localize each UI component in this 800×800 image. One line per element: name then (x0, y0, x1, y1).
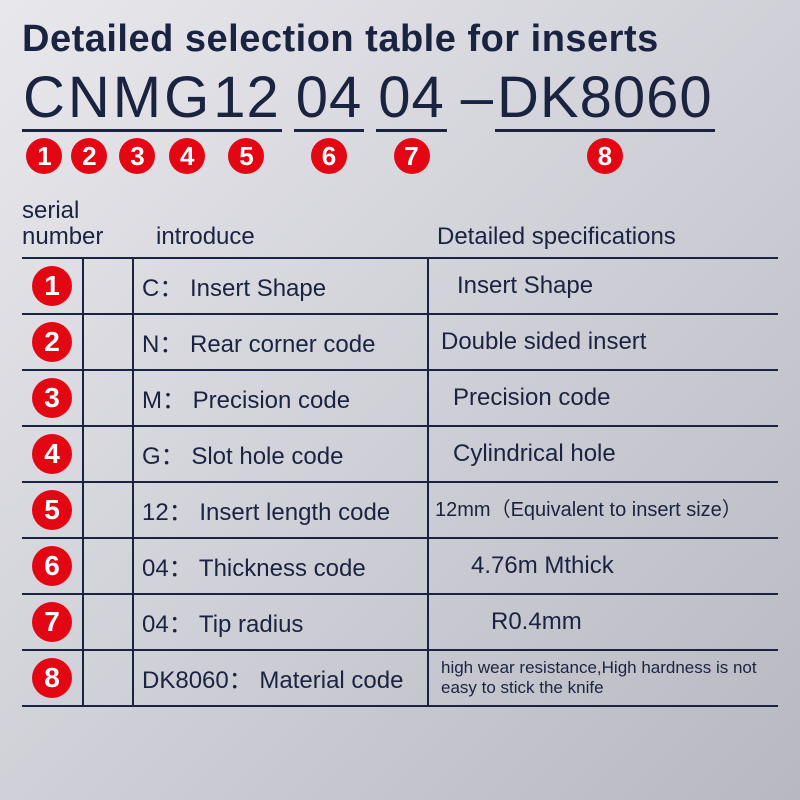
code-seg-4: G 4 (163, 69, 211, 174)
row-spec: Insert Shape (427, 259, 778, 313)
th-serial: serial number (22, 198, 132, 251)
table-row: 5 12： Insert length code 12mm（Equivalent… (22, 483, 778, 539)
row-intro: 12： Insert length code (132, 483, 427, 537)
row-intro: C： Insert Shape (132, 259, 427, 313)
row-badge: 6 (32, 546, 72, 586)
row-intro: 04： Tip radius (132, 595, 427, 649)
table-header: serial number introduce Detailed specifi… (22, 198, 778, 259)
th-spec: Detailed specifications (427, 224, 778, 250)
code-seg-text: DK8060 (495, 69, 715, 132)
code-badge-7: 7 (394, 138, 430, 174)
row-intro: G： Slot hole code (132, 427, 427, 481)
row-spec: 4.76m Mthick (427, 539, 778, 593)
code-badge-6: 6 (311, 138, 347, 174)
row-spec: 12mm（Equivalent to insert size） (427, 483, 778, 537)
table-row: 3 M： Precision code Precision code (22, 371, 778, 427)
code-badge-8: 8 (587, 138, 623, 174)
table-row: 8 DK8060： Material code high wear resist… (22, 651, 778, 707)
code-breakdown: C 1 N 2 M 3 G 4 12 5 04 6 04 7 (22, 69, 778, 174)
row-spec: R0.4mm (427, 595, 778, 649)
code-seg-5: 12 5 (211, 69, 282, 174)
code-seg-text: G (163, 69, 211, 132)
code-seg-text: M (112, 69, 163, 132)
row-spec: high wear resistance,High hardness is no… (427, 651, 778, 705)
spec-table: serial number introduce Detailed specifi… (22, 198, 778, 707)
table-row: 2 N： Rear corner code Double sided inser… (22, 315, 778, 371)
row-badge: 3 (32, 378, 72, 418)
row-intro: M： Precision code (132, 371, 427, 425)
row-spec: Double sided insert (427, 315, 778, 369)
code-seg-2: N 2 (67, 69, 112, 174)
table-row: 7 04： Tip radius R0.4mm (22, 595, 778, 651)
table-row: 6 04： Thickness code 4.76m Mthick (22, 539, 778, 595)
code-seg-7: 04 7 (376, 69, 447, 174)
row-badge: 1 (32, 266, 72, 306)
row-badge: 4 (32, 434, 72, 474)
row-spec: Cylindrical hole (427, 427, 778, 481)
code-seg-text: 04 (294, 69, 365, 132)
row-spec: Precision code (427, 371, 778, 425)
code-seg-8: DK8060 8 (495, 69, 715, 174)
code-seg-text: N (67, 69, 112, 132)
row-badge: 5 (32, 490, 72, 530)
row-intro: DK8060： Material code (132, 651, 427, 705)
row-badge: 7 (32, 602, 72, 642)
code-dash: – (459, 69, 495, 132)
code-badge-3: 3 (119, 138, 155, 174)
row-intro: 04： Thickness code (132, 539, 427, 593)
row-intro: N： Rear corner code (132, 315, 427, 369)
code-seg-1: C 1 (22, 69, 67, 174)
row-badge: 8 (32, 658, 72, 698)
table-row: 4 G： Slot hole code Cylindrical hole (22, 427, 778, 483)
table-row: 1 C： Insert Shape Insert Shape (22, 259, 778, 315)
code-badge-2: 2 (71, 138, 107, 174)
code-seg-6: 04 6 (294, 69, 365, 174)
code-seg-3: M 3 (112, 69, 163, 174)
code-seg-text: 12 (211, 69, 282, 132)
code-seg-text: 04 (376, 69, 447, 132)
th-introduce: introduce (132, 224, 427, 250)
code-badge-1: 1 (26, 138, 62, 174)
dash: – (459, 69, 495, 132)
row-badge: 2 (32, 322, 72, 362)
code-seg-text: C (22, 69, 67, 132)
page-title: Detailed selection table for inserts (22, 18, 778, 61)
code-badge-5: 5 (228, 138, 264, 174)
code-badge-4: 4 (169, 138, 205, 174)
